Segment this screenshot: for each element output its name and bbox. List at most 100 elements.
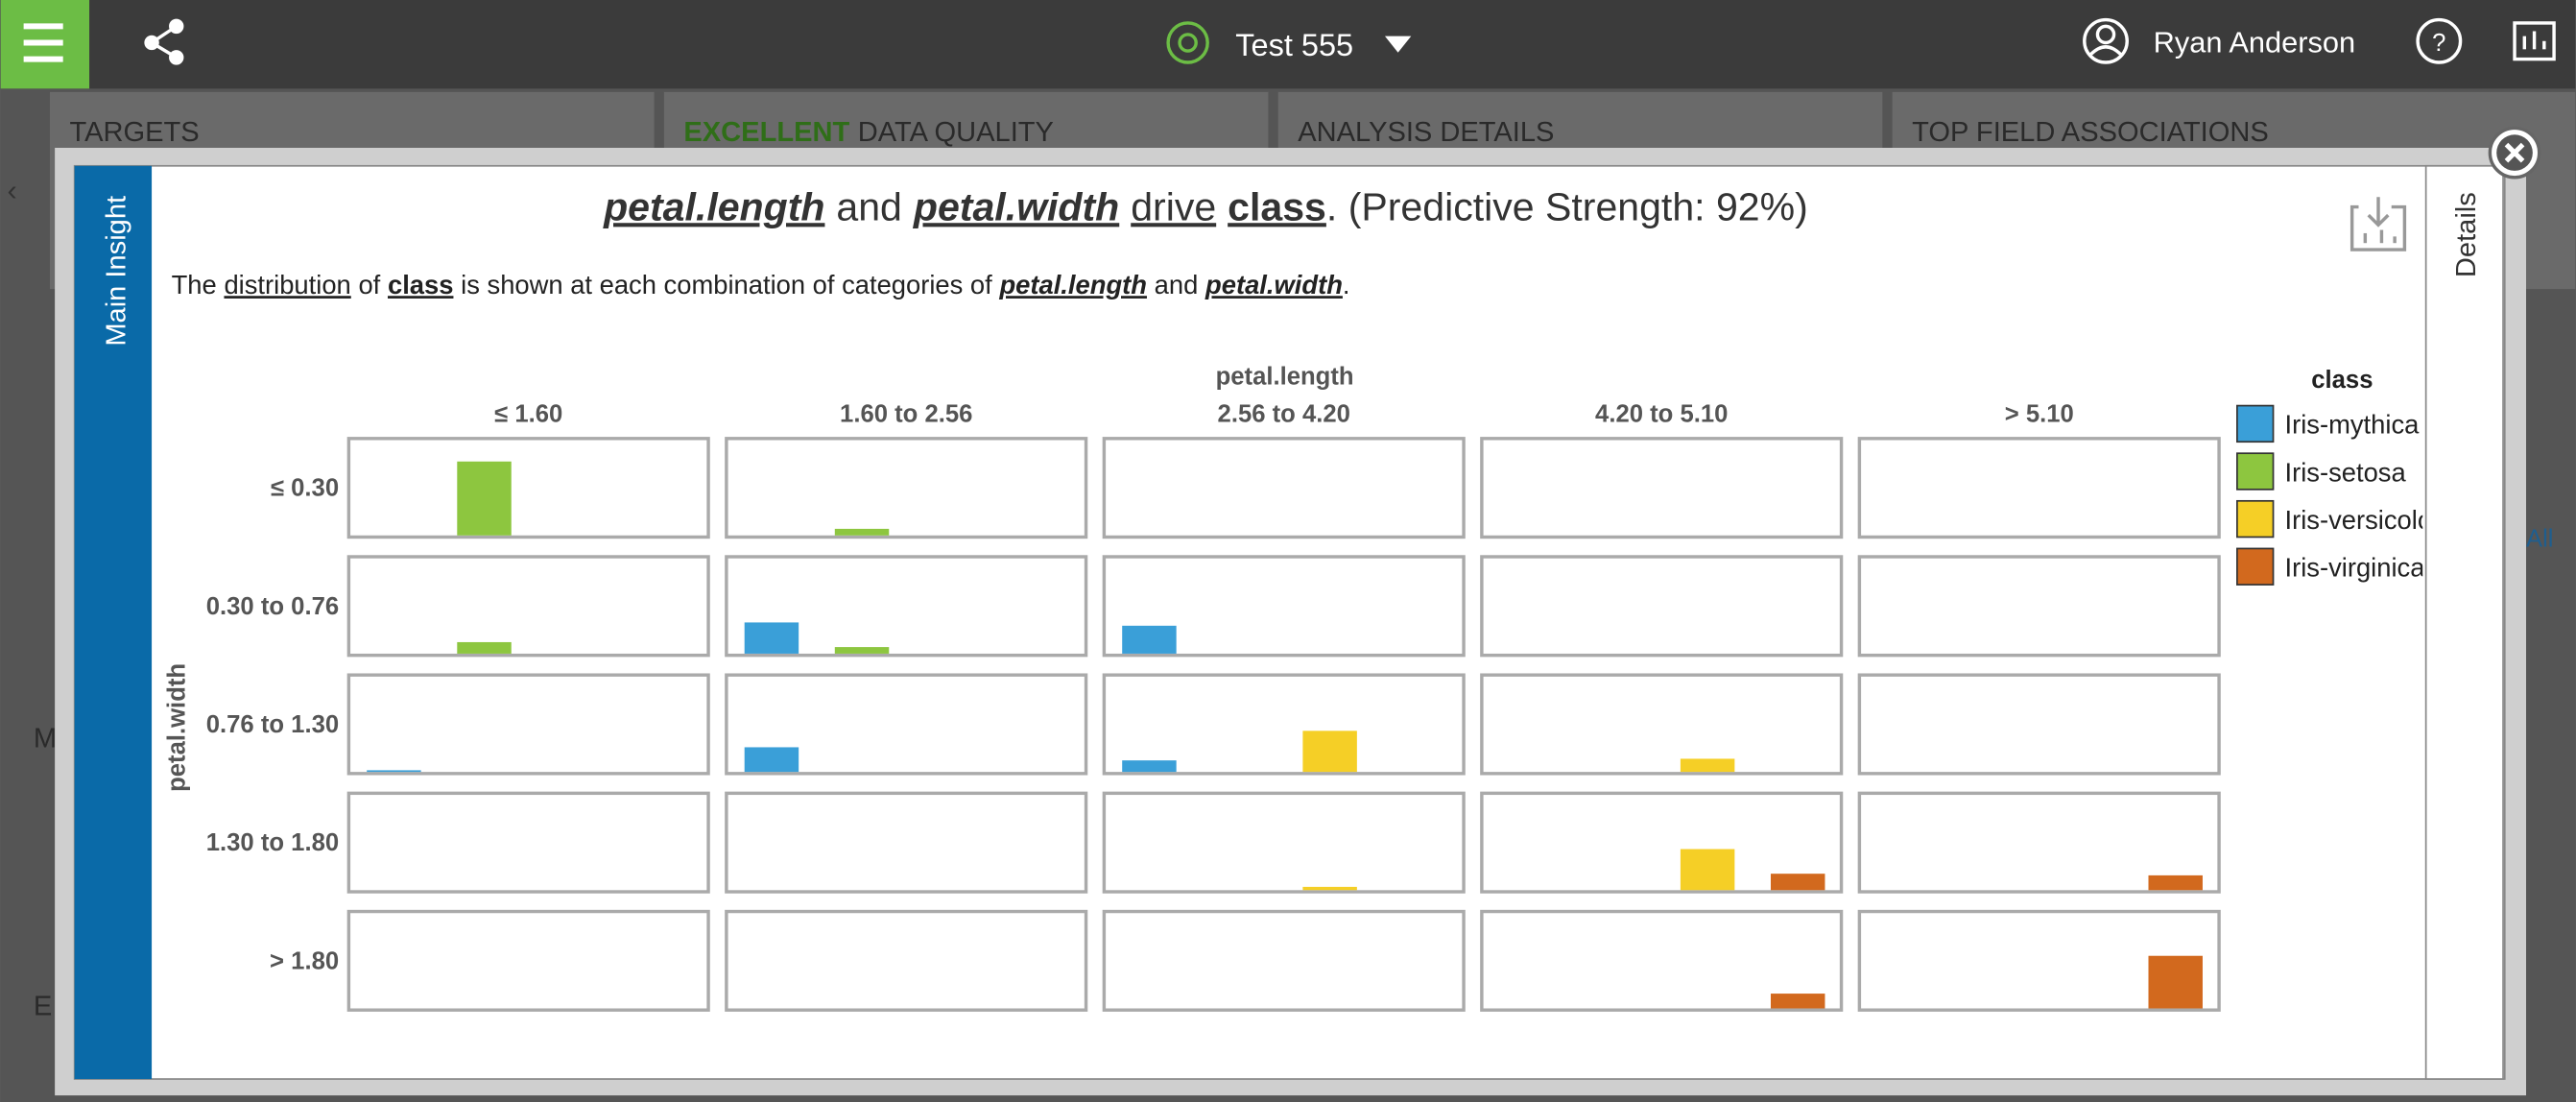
legend-swatch [2236, 404, 2275, 443]
user-name[interactable]: Ryan Anderson [2154, 26, 2355, 60]
legend-swatch [2236, 547, 2275, 586]
legend-swatch [2236, 499, 2275, 539]
bar [1680, 849, 1735, 891]
headline-part: drive [1131, 184, 1216, 228]
bar [367, 770, 421, 773]
row-label: > 1.80 [270, 947, 339, 974]
headline-part: class [1228, 184, 1326, 228]
card-label: ANALYSIS DETAILS [1298, 117, 1554, 148]
cell [1857, 437, 2221, 539]
project-icon [1166, 21, 1209, 64]
card-label-part: DATA QUALITY [858, 117, 1054, 148]
card-label: TARGETS [70, 117, 200, 148]
description-part: of [358, 270, 380, 299]
bar [744, 622, 799, 654]
legend-label: Iris-virginica [2285, 553, 2426, 583]
tab-label: Main Insight [102, 196, 132, 347]
bar [834, 647, 890, 654]
description-part: petal.length [998, 270, 1147, 299]
cell [346, 555, 710, 658]
cell [1857, 673, 2221, 776]
y-axis-title: petal.width [163, 663, 190, 792]
legend-label: Iris-setosa [2285, 457, 2407, 487]
column-label: 2.56 to 4.20 [1218, 401, 1350, 428]
description-part: distribution [224, 270, 350, 299]
cell [1102, 673, 1466, 776]
bar [1680, 758, 1735, 773]
legend: Iris-mythica Iris-setosa Iris-versicolor Ir… [2236, 404, 2442, 586]
report-button[interactable] [2513, 21, 2556, 61]
row-label: 0.30 to 0.76 [206, 593, 339, 620]
cell [1480, 555, 1844, 658]
cell [346, 673, 710, 776]
bar [1122, 760, 1177, 773]
bar [457, 641, 512, 654]
cell [346, 791, 710, 894]
cell [1857, 555, 2221, 658]
column-label: > 5.10 [2005, 401, 2074, 428]
bar [2148, 955, 2203, 1009]
description-part: class [388, 270, 453, 299]
description-part: The [172, 270, 217, 299]
headline-part: petal.length [603, 184, 824, 228]
help-icon: ? [2432, 30, 2445, 57]
cell [1102, 437, 1466, 539]
legend-title: class [2311, 367, 2373, 394]
bar [1770, 994, 1825, 1009]
help-button[interactable] [2416, 17, 2463, 64]
row-label: 0.76 to 1.30 [206, 711, 339, 738]
description: The distribution of class is shown at each c… [172, 270, 1350, 299]
bar [834, 528, 890, 536]
cell [1480, 673, 1844, 776]
main-insight-tab[interactable] [74, 165, 153, 1080]
description-part: is shown at each combination of categori… [461, 270, 992, 299]
row-label: 1.30 to 1.80 [206, 829, 339, 856]
column-label: ≤ 1.60 [494, 401, 562, 428]
row-label: ≤ 0.30 [271, 475, 339, 502]
background-link: All [2526, 526, 2554, 553]
cell [725, 437, 1088, 539]
close-button[interactable] [2488, 126, 2541, 180]
cell [1102, 909, 1466, 1012]
tab-label: Details [2451, 192, 2482, 277]
bar [1302, 886, 1357, 891]
bar [1302, 731, 1357, 773]
share-button[interactable] [144, 18, 184, 65]
cell [725, 791, 1088, 894]
background-text: M [34, 723, 57, 754]
background-text: E [34, 991, 52, 1021]
description-part: petal.width [1205, 270, 1343, 299]
x-axis-title: petal.length [1216, 363, 1354, 390]
user-icon[interactable] [2083, 17, 2129, 64]
bar [2148, 874, 2203, 891]
legend-label: Iris-versicolor [2285, 505, 2442, 535]
prev-arrow: ‹ [8, 174, 17, 207]
headline-part: and [836, 184, 902, 228]
project-dropdown[interactable] [1384, 36, 1412, 53]
column-label: 1.60 to 2.56 [840, 401, 972, 428]
card-label: TOP FIELD ASSOCIATIONS [1912, 117, 2269, 148]
bar [1770, 874, 1825, 891]
cell [725, 909, 1088, 1012]
bar [1122, 625, 1177, 654]
headline: petal.length and petal.width drive class. (P… [603, 184, 1808, 228]
description-part: and [1155, 270, 1199, 299]
card-label: EXCELLENT DATA QUALITY [683, 117, 1054, 148]
headline-part: . (Predictive Strength: 92%) [1326, 184, 1808, 228]
cell [1480, 437, 1844, 539]
description-part: . [1343, 270, 1350, 299]
cell [1480, 909, 1844, 1012]
cell [346, 437, 710, 539]
details-tab[interactable] [2424, 164, 2504, 1080]
column-label: 4.20 to 5.10 [1595, 401, 1728, 428]
bar [457, 461, 512, 536]
app-bar [0, 0, 2576, 89]
chart: petal.length petal.width ≤ 1.60 1.60 to 2.5… [163, 363, 2442, 1012]
legend-label: Iris-mythica [2285, 410, 2421, 440]
menu-icon [23, 23, 63, 62]
card-highlight: EXCELLENT [683, 117, 849, 148]
project-name[interactable]: Test 555 [1235, 28, 1353, 62]
export-button[interactable] [2349, 197, 2407, 252]
